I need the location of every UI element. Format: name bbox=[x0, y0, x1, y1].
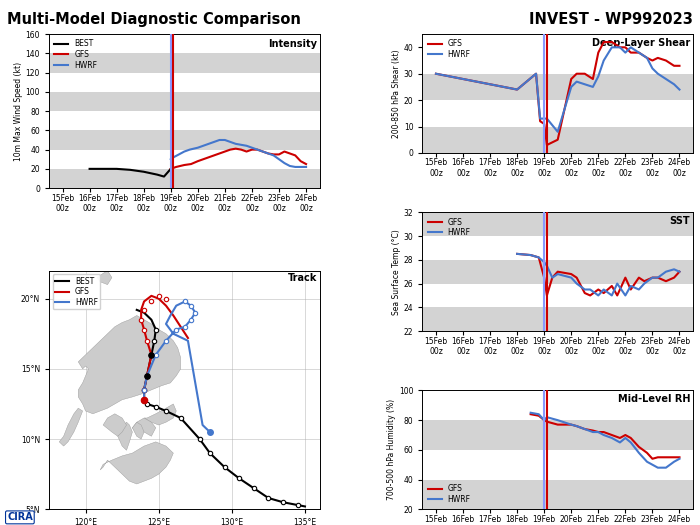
Polygon shape bbox=[144, 404, 176, 425]
Y-axis label: 700-500 hPa Humidity (%): 700-500 hPa Humidity (%) bbox=[387, 400, 396, 500]
Legend: GFS, HWRF: GFS, HWRF bbox=[426, 38, 472, 60]
Point bbox=[186, 316, 197, 324]
Point bbox=[190, 309, 201, 317]
Polygon shape bbox=[60, 408, 83, 446]
Bar bbox=[422, 127, 693, 153]
Point bbox=[160, 407, 172, 415]
Bar bbox=[49, 111, 320, 130]
Bar bbox=[422, 307, 693, 331]
Text: Deep-Layer Shear: Deep-Layer Shear bbox=[592, 38, 690, 48]
Point bbox=[150, 403, 162, 411]
Point bbox=[146, 351, 157, 359]
Point bbox=[141, 372, 153, 380]
Point bbox=[186, 301, 197, 310]
Point bbox=[141, 337, 153, 345]
Point bbox=[160, 295, 172, 303]
Point bbox=[141, 400, 153, 408]
Point bbox=[194, 435, 205, 443]
Polygon shape bbox=[132, 418, 156, 436]
Point bbox=[139, 395, 150, 404]
Point bbox=[204, 428, 216, 436]
Y-axis label: Sea Surface Temp (°C): Sea Surface Temp (°C) bbox=[392, 229, 401, 314]
Text: Track: Track bbox=[288, 273, 317, 283]
Y-axis label: 200-850 hPa Shear (kt): 200-850 hPa Shear (kt) bbox=[392, 49, 401, 138]
Legend: GFS, HWRF: GFS, HWRF bbox=[426, 216, 472, 239]
Bar bbox=[49, 72, 320, 92]
Point bbox=[262, 494, 274, 502]
Bar bbox=[422, 212, 693, 236]
Legend: BEST, GFS, HWRF: BEST, GFS, HWRF bbox=[52, 38, 99, 71]
Point bbox=[150, 351, 162, 359]
Point bbox=[171, 326, 182, 334]
Bar bbox=[422, 479, 693, 509]
Point bbox=[292, 501, 303, 509]
Polygon shape bbox=[97, 270, 112, 285]
Bar bbox=[422, 100, 693, 127]
Point bbox=[136, 316, 147, 324]
Point bbox=[153, 292, 164, 300]
Text: Intensity: Intensity bbox=[268, 39, 317, 49]
Point bbox=[150, 326, 162, 334]
Bar bbox=[422, 47, 693, 74]
Point bbox=[141, 372, 153, 380]
Bar bbox=[49, 150, 320, 169]
Polygon shape bbox=[78, 316, 181, 414]
Point bbox=[148, 337, 160, 345]
Bar bbox=[49, 34, 320, 54]
Point bbox=[277, 498, 288, 507]
Bar bbox=[422, 420, 693, 450]
Point bbox=[139, 395, 150, 404]
Point bbox=[139, 326, 150, 334]
Point bbox=[179, 297, 190, 306]
Point bbox=[139, 386, 150, 394]
Bar bbox=[49, 130, 320, 150]
Legend: GFS, HWRF: GFS, HWRF bbox=[426, 483, 472, 506]
Point bbox=[139, 386, 150, 394]
Point bbox=[179, 322, 190, 331]
Polygon shape bbox=[103, 414, 127, 436]
Point bbox=[234, 474, 245, 482]
Polygon shape bbox=[132, 422, 144, 439]
Bar bbox=[422, 236, 693, 260]
Point bbox=[141, 372, 153, 380]
Point bbox=[219, 463, 230, 471]
Bar bbox=[49, 169, 320, 188]
Point bbox=[139, 395, 150, 404]
Y-axis label: 10m Max Wind Speed (kt): 10m Max Wind Speed (kt) bbox=[14, 61, 22, 161]
Point bbox=[141, 372, 153, 380]
Text: CIRA: CIRA bbox=[7, 512, 33, 522]
Text: INVEST - WP992023: INVEST - WP992023 bbox=[529, 12, 693, 27]
Bar bbox=[49, 54, 320, 72]
Point bbox=[146, 351, 157, 359]
Bar bbox=[422, 260, 693, 284]
Bar bbox=[422, 391, 693, 420]
Bar bbox=[49, 92, 320, 111]
Bar bbox=[422, 284, 693, 307]
Point bbox=[175, 414, 186, 422]
Point bbox=[248, 484, 260, 492]
Legend: BEST, GFS, HWRF: BEST, GFS, HWRF bbox=[52, 275, 100, 309]
Bar bbox=[422, 74, 693, 100]
Polygon shape bbox=[100, 442, 174, 484]
Bar bbox=[422, 450, 693, 479]
Text: SST: SST bbox=[670, 216, 690, 226]
Point bbox=[204, 449, 216, 457]
Text: Mid-Level RH: Mid-Level RH bbox=[618, 394, 690, 404]
Point bbox=[146, 351, 157, 359]
Point bbox=[139, 306, 150, 314]
Point bbox=[160, 337, 172, 345]
Text: Multi-Model Diagnostic Comparison: Multi-Model Diagnostic Comparison bbox=[7, 12, 301, 27]
Polygon shape bbox=[118, 422, 132, 450]
Point bbox=[146, 297, 157, 306]
Point bbox=[139, 386, 150, 394]
